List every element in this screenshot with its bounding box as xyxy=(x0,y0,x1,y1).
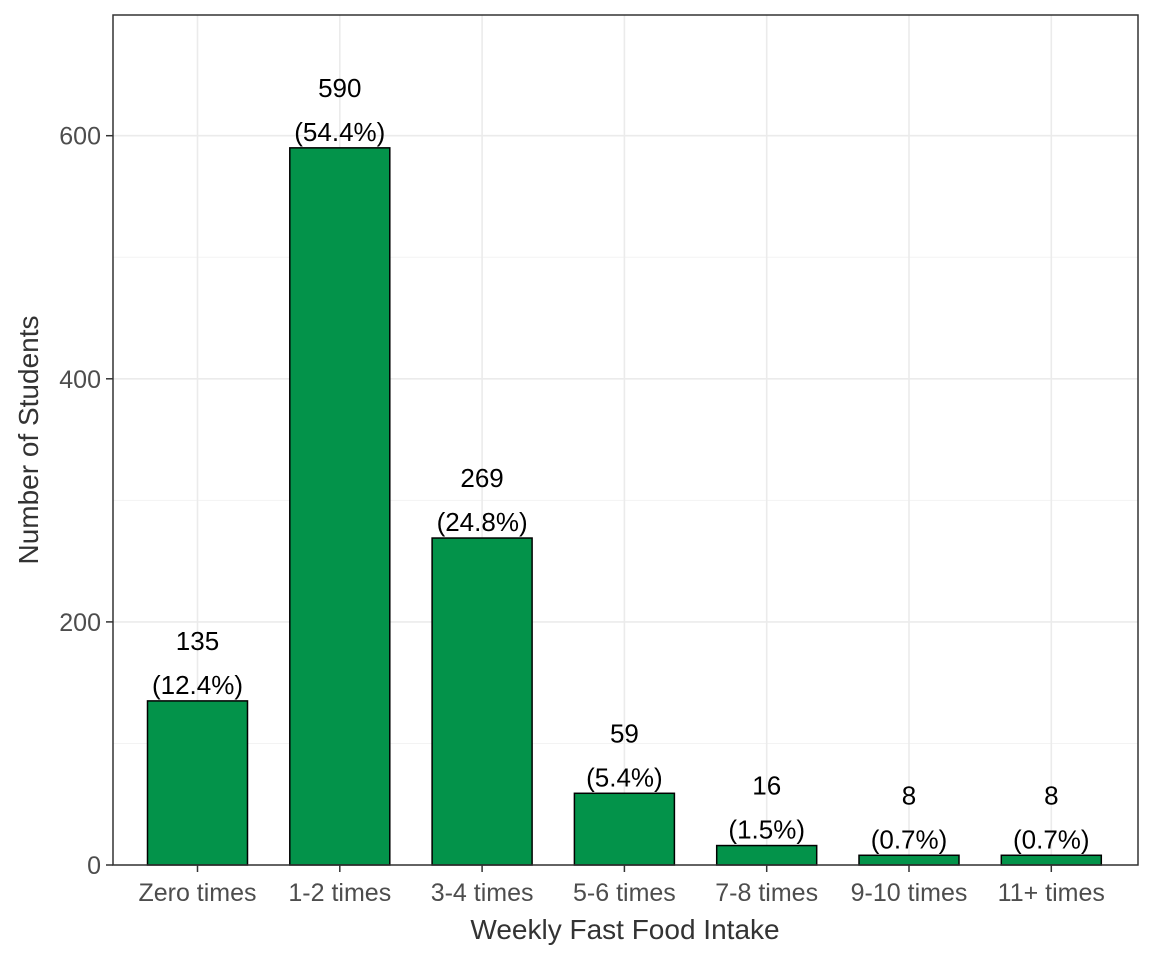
data-label-percent: (0.7%) xyxy=(871,824,948,854)
x-tick-label: Zero times xyxy=(138,879,256,907)
bar-7-8-times xyxy=(715,844,818,866)
data-label-percent: (24.8%) xyxy=(437,507,528,537)
bars xyxy=(146,147,1103,866)
x-axis-title: Weekly Fast Food Intake xyxy=(470,914,779,945)
data-label-percent: (12.4%) xyxy=(152,670,243,700)
y-tick-label: 200 xyxy=(59,609,101,637)
y-tick-label: 600 xyxy=(59,123,101,151)
bar-11-times xyxy=(1000,854,1103,866)
data-labels: (12.4%) 135 (54.4%) 590 (24.8%) 269 (5.4%) 59 (1… xyxy=(152,73,1090,854)
panel-border xyxy=(112,14,1139,866)
data-label-percent: (5.4%) xyxy=(586,762,663,792)
x-tick-label: 9-10 times xyxy=(851,879,968,907)
data-label-count: 269 xyxy=(460,463,503,493)
data-label-percent: (54.4%) xyxy=(294,117,385,147)
x-tick-label: 7-8 times xyxy=(715,879,818,907)
y-tick-label: 0 xyxy=(87,852,101,880)
data-label-percent: (1.5%) xyxy=(728,815,805,845)
bar-5-6-times xyxy=(573,792,676,866)
data-label-count: 16 xyxy=(752,771,781,801)
data-label-percent: (0.7%) xyxy=(1013,824,1090,854)
x-tick-label: 11+ times xyxy=(998,879,1105,907)
data-label-count: 59 xyxy=(610,718,639,748)
bar-1-2-times xyxy=(289,147,391,866)
data-label-count: 590 xyxy=(318,73,361,103)
data-label-count: 135 xyxy=(176,626,219,656)
x-tick-label: 3-4 times xyxy=(431,879,534,907)
bar-3-4-times xyxy=(431,537,533,866)
panel-background xyxy=(113,15,1138,865)
x-tick-label: 1-2 times xyxy=(288,879,391,907)
y-tick-label: 400 xyxy=(59,366,101,394)
y-axis-title: Number of Students xyxy=(13,315,44,564)
bar-zero-times xyxy=(146,700,249,866)
x-tick-label: 5-6 times xyxy=(573,879,676,907)
axes: 0 200 400 600 Zero times 1-2 times 3-4 times 5-… xyxy=(59,123,1105,907)
bar-9-10-times xyxy=(858,854,960,866)
data-label-count: 8 xyxy=(1044,780,1058,810)
data-label-count: 8 xyxy=(902,780,916,810)
